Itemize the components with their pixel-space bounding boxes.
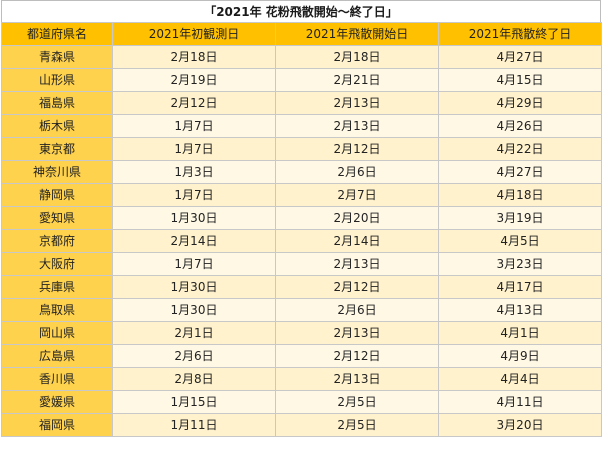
dispersal-end-cell: 4月18日: [438, 183, 602, 207]
dispersal-end-cell: 4月4日: [438, 367, 602, 391]
first-observed-cell: 1月11日: [112, 413, 276, 437]
table-row: 京都府 2月14日 2月14日 4月5日: [1, 229, 602, 253]
dispersal-start-cell: 2月7日: [275, 183, 439, 207]
dispersal-start-cell: 2月6日: [275, 298, 439, 322]
dispersal-end-cell: 4月13日: [438, 298, 602, 322]
dispersal-start-cell: 2月5日: [275, 413, 439, 437]
table-title: 「2021年 花粉飛散開始～終了日」: [1, 0, 601, 22]
first-observed-cell: 2月6日: [112, 344, 276, 368]
table-row: 大阪府 1月7日 2月13日 3月23日: [1, 252, 602, 276]
dispersal-end-cell: 4月17日: [438, 275, 602, 299]
prefecture-cell: 愛媛県: [1, 390, 113, 414]
prefecture-cell: 大阪府: [1, 252, 113, 276]
first-observed-cell: 2月8日: [112, 367, 276, 391]
header-dispersal-end: 2021年飛散終了日: [438, 22, 602, 46]
table-row: 静岡県 1月7日 2月7日 4月18日: [1, 183, 602, 207]
header-prefecture: 都道府県名: [1, 22, 113, 46]
dispersal-end-cell: 4月27日: [438, 160, 602, 184]
first-observed-cell: 1月30日: [112, 206, 276, 230]
table-row: 愛知県 1月30日 2月20日 3月19日: [1, 206, 602, 230]
table-row: 香川県 2月8日 2月13日 4月4日: [1, 367, 602, 391]
prefecture-cell: 京都府: [1, 229, 113, 253]
table-row: 愛媛県 1月15日 2月5日 4月11日: [1, 390, 602, 414]
table-row: 神奈川県 1月3日 2月6日 4月27日: [1, 160, 602, 184]
dispersal-end-cell: 4月11日: [438, 390, 602, 414]
prefecture-cell: 岡山県: [1, 321, 113, 345]
table-row: 東京都 1月7日 2月12日 4月22日: [1, 137, 602, 161]
dispersal-start-cell: 2月13日: [275, 367, 439, 391]
dispersal-start-cell: 2月13日: [275, 114, 439, 138]
dispersal-start-cell: 2月12日: [275, 344, 439, 368]
table-row: 栃木県 1月7日 2月13日 4月26日: [1, 114, 602, 138]
dispersal-start-cell: 2月14日: [275, 229, 439, 253]
dispersal-start-cell: 2月13日: [275, 91, 439, 115]
first-observed-cell: 2月12日: [112, 91, 276, 115]
prefecture-cell: 東京都: [1, 137, 113, 161]
dispersal-end-cell: 4月27日: [438, 45, 602, 69]
first-observed-cell: 1月3日: [112, 160, 276, 184]
dispersal-end-cell: 3月23日: [438, 252, 602, 276]
table-row: 岡山県 2月1日 2月13日 4月1日: [1, 321, 602, 345]
first-observed-cell: 1月7日: [112, 137, 276, 161]
first-observed-cell: 1月7日: [112, 252, 276, 276]
first-observed-cell: 1月15日: [112, 390, 276, 414]
table-row: 青森県 2月18日 2月18日 4月27日: [1, 45, 602, 69]
pollen-table-container: 「2021年 花粉飛散開始～終了日」 都道府県名 2021年初観測日 2021年…: [1, 0, 602, 437]
dispersal-start-cell: 2月13日: [275, 252, 439, 276]
first-observed-cell: 1月7日: [112, 183, 276, 207]
dispersal-end-cell: 3月20日: [438, 413, 602, 437]
prefecture-cell: 福島県: [1, 91, 113, 115]
dispersal-start-cell: 2月5日: [275, 390, 439, 414]
dispersal-start-cell: 2月20日: [275, 206, 439, 230]
first-observed-cell: 1月30日: [112, 298, 276, 322]
dispersal-end-cell: 4月26日: [438, 114, 602, 138]
first-observed-cell: 2月1日: [112, 321, 276, 345]
prefecture-cell: 香川県: [1, 367, 113, 391]
dispersal-start-cell: 2月21日: [275, 68, 439, 92]
table-header-row: 都道府県名 2021年初観測日 2021年飛散開始日 2021年飛散終了日: [1, 22, 602, 46]
pollen-table: 都道府県名 2021年初観測日 2021年飛散開始日 2021年飛散終了日 青森…: [1, 22, 602, 437]
dispersal-start-cell: 2月18日: [275, 45, 439, 69]
dispersal-end-cell: 4月29日: [438, 91, 602, 115]
table-row: 鳥取県 1月30日 2月6日 4月13日: [1, 298, 602, 322]
first-observed-cell: 2月14日: [112, 229, 276, 253]
table-row: 兵庫県 1月30日 2月12日 4月17日: [1, 275, 602, 299]
prefecture-cell: 福岡県: [1, 413, 113, 437]
prefecture-cell: 山形県: [1, 68, 113, 92]
dispersal-start-cell: 2月13日: [275, 321, 439, 345]
table-row: 福岡県 1月11日 2月5日 3月20日: [1, 413, 602, 437]
dispersal-end-cell: 4月22日: [438, 137, 602, 161]
prefecture-cell: 鳥取県: [1, 298, 113, 322]
first-observed-cell: 2月18日: [112, 45, 276, 69]
prefecture-cell: 青森県: [1, 45, 113, 69]
header-dispersal-start: 2021年飛散開始日: [275, 22, 439, 46]
prefecture-cell: 兵庫県: [1, 275, 113, 299]
dispersal-end-cell: 3月19日: [438, 206, 602, 230]
first-observed-cell: 1月7日: [112, 114, 276, 138]
dispersal-start-cell: 2月6日: [275, 160, 439, 184]
prefecture-cell: 栃木県: [1, 114, 113, 138]
first-observed-cell: 1月30日: [112, 275, 276, 299]
header-first-observed: 2021年初観測日: [112, 22, 276, 46]
prefecture-cell: 神奈川県: [1, 160, 113, 184]
dispersal-end-cell: 4月15日: [438, 68, 602, 92]
dispersal-end-cell: 4月5日: [438, 229, 602, 253]
dispersal-start-cell: 2月12日: [275, 275, 439, 299]
table-row: 福島県 2月12日 2月13日 4月29日: [1, 91, 602, 115]
table-body: 青森県 2月18日 2月18日 4月27日 山形県 2月19日 2月21日 4月15日 福島県 2…: [1, 45, 602, 437]
prefecture-cell: 広島県: [1, 344, 113, 368]
table-row: 山形県 2月19日 2月21日 4月15日: [1, 68, 602, 92]
dispersal-end-cell: 4月9日: [438, 344, 602, 368]
prefecture-cell: 静岡県: [1, 183, 113, 207]
prefecture-cell: 愛知県: [1, 206, 113, 230]
dispersal-end-cell: 4月1日: [438, 321, 602, 345]
dispersal-start-cell: 2月12日: [275, 137, 439, 161]
first-observed-cell: 2月19日: [112, 68, 276, 92]
table-row: 広島県 2月6日 2月12日 4月9日: [1, 344, 602, 368]
